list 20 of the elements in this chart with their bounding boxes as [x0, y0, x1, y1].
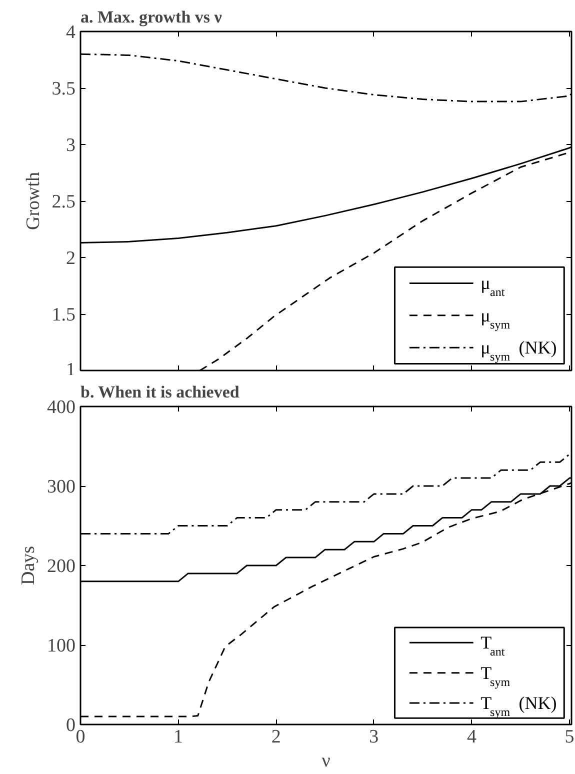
y-tick-label: 300 [47, 476, 76, 498]
y-tick-label: 200 [47, 556, 76, 577]
x-tick-label: 3 [369, 726, 379, 748]
x-axis-title: ν [322, 750, 331, 772]
y-tick-label: 100 [47, 636, 76, 656]
y-tick-label: 2 [66, 248, 76, 269]
x-tick-label: 1 [174, 726, 184, 748]
y-tick-label: 2.5 [52, 192, 76, 212]
y-tick-label: 3 [66, 135, 76, 156]
chart-title: a. Max. growth vs ν [80, 8, 222, 26]
y-tick-label: 400 [47, 397, 76, 418]
x-tick-label: 5 [564, 726, 574, 748]
y-axis-title: Days [18, 546, 39, 586]
y-tick-label: 3.5 [52, 78, 76, 100]
y-tick-label: 4 [66, 22, 76, 43]
y-axis-title: Growth [22, 171, 44, 230]
chart-title: b. When it is achieved [80, 382, 240, 402]
y-tick-label: 1.5 [52, 304, 76, 326]
x-tick-label: 2 [271, 726, 281, 748]
x-tick-label: 4 [466, 726, 477, 748]
